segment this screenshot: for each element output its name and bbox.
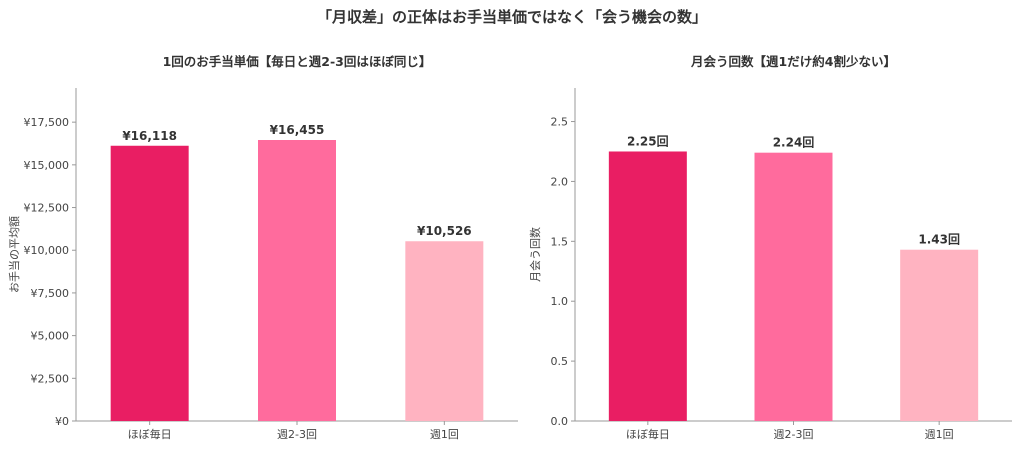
data-label: ¥16,455 [270, 123, 325, 137]
y-axis-label: 月会う回数 [529, 227, 542, 282]
data-label: 2.25回 [627, 134, 669, 148]
bar-1 [110, 145, 189, 421]
bar-2 [754, 152, 833, 421]
chart-title: 月会う回数【週1だけ約4割少ない】 [690, 54, 896, 69]
y-tick-label: 0.5 [551, 355, 569, 368]
y-tick-label: 2.5 [551, 116, 569, 129]
y-tick-label: ¥12,500 [24, 202, 70, 215]
x-tick-label: ほぼ毎日 [128, 428, 172, 441]
x-tick-label: 週2-3回 [774, 428, 814, 441]
y-tick-label: ¥7,500 [31, 287, 70, 300]
data-label: ¥10,526 [417, 224, 472, 238]
chart-title: 1回のお手当単価【毎日と週2-3回はほぼ同じ】 [163, 54, 432, 69]
bar-3 [405, 241, 484, 421]
data-label: 2.24回 [773, 136, 815, 150]
x-tick-label: 週2-3回 [277, 428, 317, 441]
data-label: 1.43回 [918, 233, 960, 247]
y-tick-label: 1.5 [551, 235, 569, 248]
y-tick-label: ¥17,500 [24, 116, 70, 129]
figure-title: 「月収差」の正体はお手当単価ではなく「会う機会の数」 [316, 8, 707, 26]
y-tick-label: 1.0 [551, 295, 569, 308]
y-axis-label: お手当の平均額 [7, 216, 21, 293]
y-tick-label: ¥2,500 [31, 372, 70, 385]
data-label: ¥16,118 [122, 129, 177, 143]
bar-2 [258, 139, 336, 421]
y-tick-label: ¥5,000 [31, 330, 70, 343]
bar-1 [608, 151, 687, 422]
y-tick-label: 2.0 [551, 175, 569, 188]
bar-3 [900, 249, 979, 421]
y-tick-label: 0.0 [551, 415, 569, 428]
x-tick-label: 週1回 [430, 428, 459, 441]
x-tick-label: 週1回 [925, 428, 954, 441]
x-tick-label: ほぼ毎日 [626, 428, 670, 441]
y-tick-label: ¥0 [55, 415, 69, 428]
y-tick-label: ¥15,000 [24, 159, 70, 172]
y-tick-label: ¥10,000 [24, 244, 70, 257]
